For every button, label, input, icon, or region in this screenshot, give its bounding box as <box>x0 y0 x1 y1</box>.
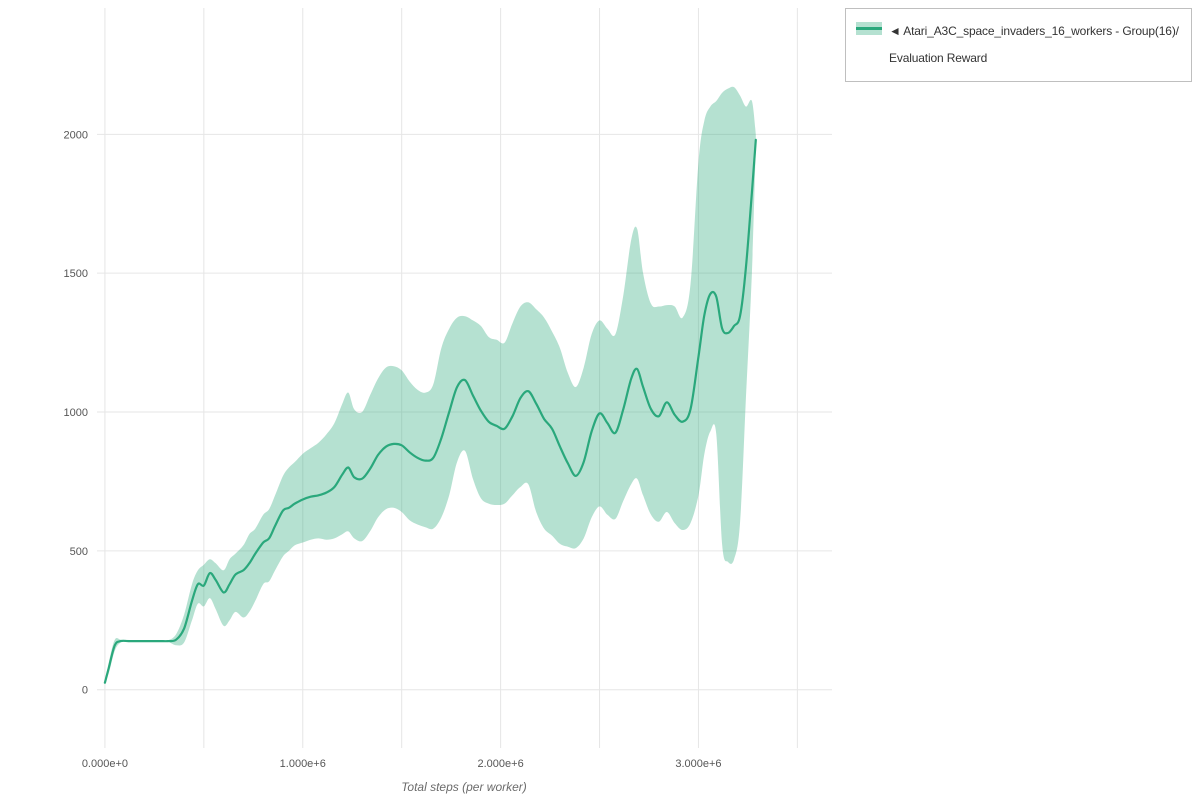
svg-text:500: 500 <box>70 546 88 558</box>
confidence-band <box>104 86 756 683</box>
svg-text:1000: 1000 <box>64 407 88 419</box>
legend-entry[interactable]: ◄ Atari_A3C_space_invaders_16_workers - … <box>889 18 1179 72</box>
legend-line-swatch <box>856 27 882 30</box>
mean-reward-line <box>103 138 757 684</box>
x-axis-tick-labels: 0.000e+0 1.000e+6 2.000e+6 3.000e+6 <box>82 758 722 770</box>
svg-text:0: 0 <box>82 685 88 697</box>
svg-text:2.000e+6: 2.000e+6 <box>478 758 524 770</box>
svg-text:2000: 2000 <box>64 129 88 141</box>
legend-label-line2[interactable]: Evaluation Reward <box>889 51 988 65</box>
svg-text:3.000e+6: 3.000e+6 <box>675 758 721 770</box>
svg-text:1500: 1500 <box>64 268 88 280</box>
y-axis-tick-labels: 0 500 1000 1500 2000 <box>64 129 88 696</box>
gridlines <box>97 8 832 748</box>
x-axis-title: Total steps (per worker) <box>401 780 527 794</box>
svg-text:0.000e+0: 0.000e+0 <box>82 758 128 770</box>
legend[interactable]: ◄ Atari_A3C_space_invaders_16_workers - … <box>845 8 1192 82</box>
legend-band-line-swatch-icon <box>856 22 882 35</box>
svg-text:1.000e+6: 1.000e+6 <box>280 758 326 770</box>
legend-label-line1[interactable]: ◄ Atari_A3C_space_invaders_16_workers - … <box>889 24 1179 38</box>
